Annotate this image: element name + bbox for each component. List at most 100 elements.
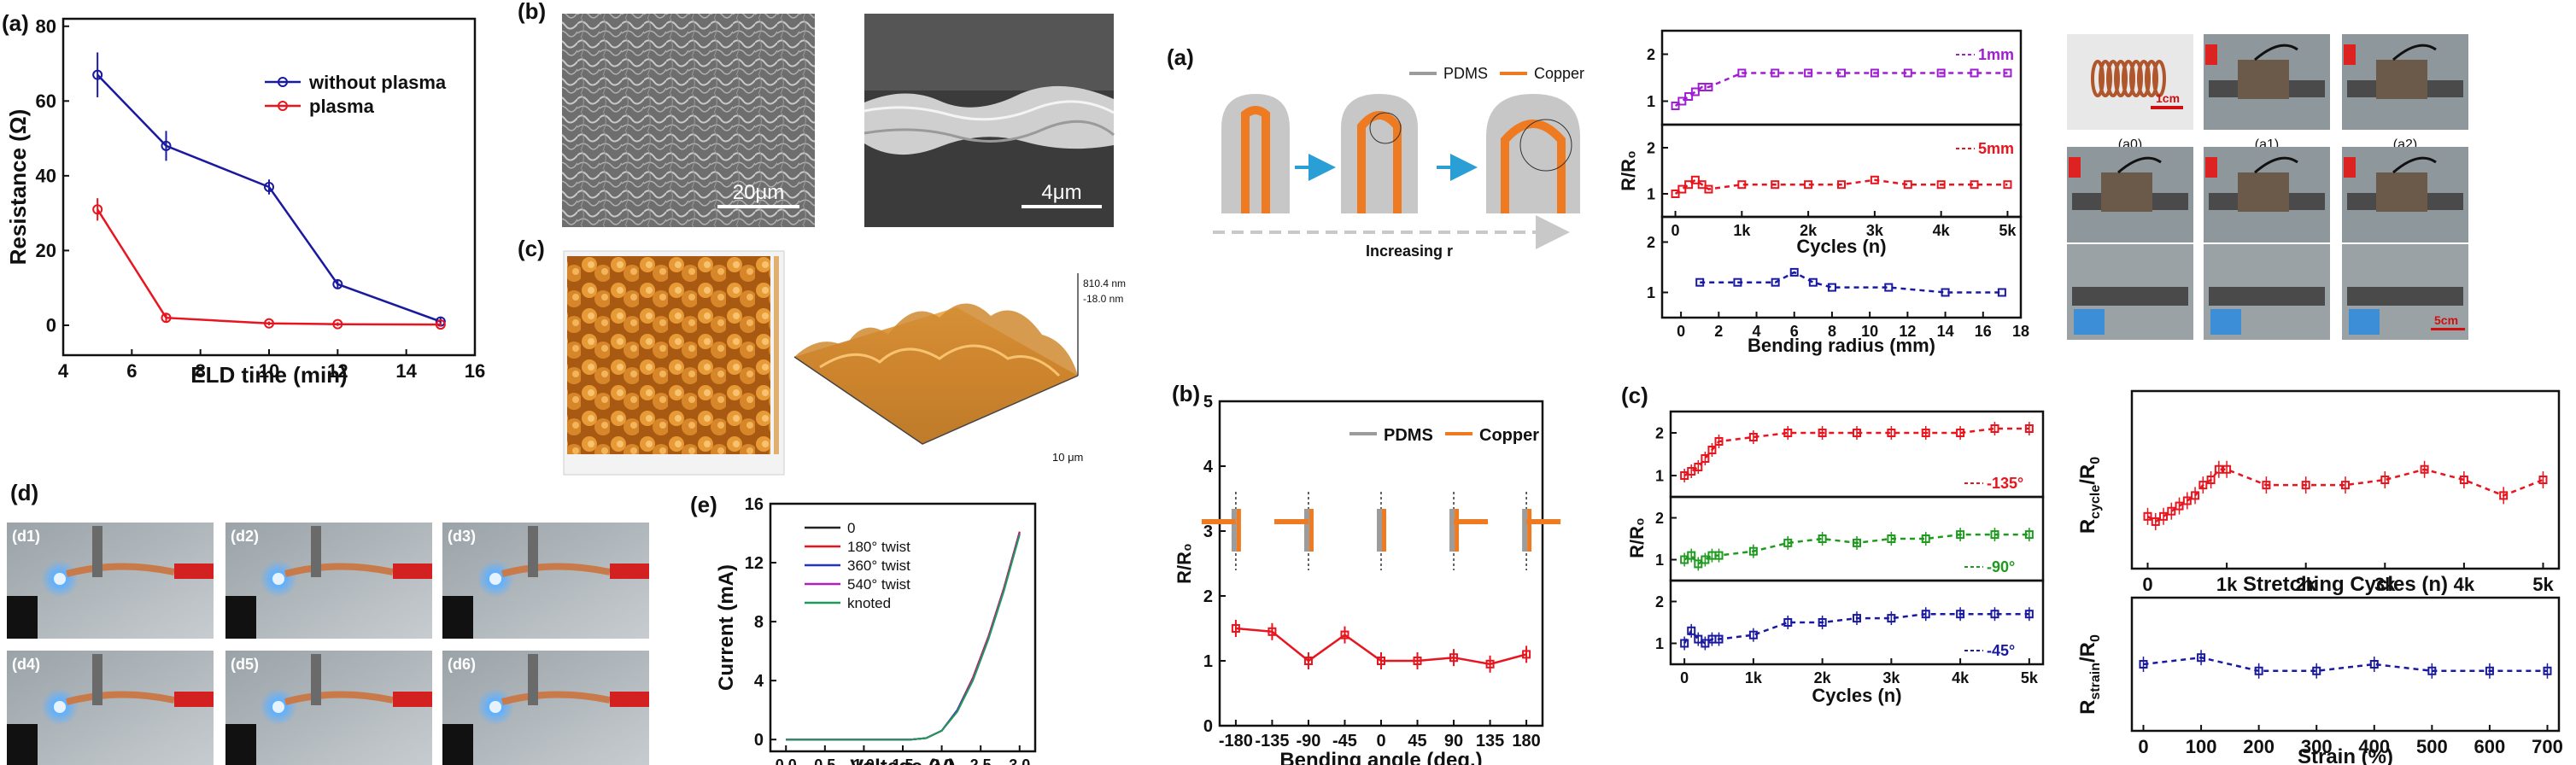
anglecycles-point (1714, 634, 1724, 644)
stretch-top-xtick-label: 0 (2142, 574, 2152, 595)
stretch-bottom-point (2543, 666, 2552, 675)
stretch-top-point (2459, 476, 2468, 484)
resistance-xtick-label: 12 (327, 360, 348, 382)
bend-radius-xtick-label: 0 (1677, 323, 1685, 340)
stretch-bottom-point (2369, 660, 2379, 669)
spring-coil (2114, 60, 2128, 97)
anglecycles-point (1853, 429, 1861, 437)
bend-series-line (1674, 72, 2008, 108)
iv-ytick-label: 4 (754, 672, 764, 691)
stretch-bottom-ylabel-main: R (2076, 700, 2099, 715)
bend-subplot-axes (1660, 29, 2023, 126)
angle-ytick-label: 5 (1203, 393, 1213, 412)
bend-radius-xtick-label: 10 (1861, 323, 1878, 340)
photo-scale-bar (2431, 328, 2465, 330)
angle-cycles-chart: 1 2 -135° 1 2 -90° 1 2 -45° 0 1k 2k 3k 4k 5k Cycles (n)… (1626, 410, 2045, 706)
iv-chart: 0.0 0.5 1.0 1.5 2.0 2.5 3.0 0 4 8 12 16 Voltage (V) C… (715, 495, 1037, 765)
rig-carriage (2376, 172, 2427, 212)
afm-2d-image (563, 250, 785, 476)
iv-ytick-label: 12 (745, 554, 764, 573)
iv-xtick-label: 1.5 (892, 756, 913, 765)
red-clip (393, 692, 432, 707)
angle-point (1231, 624, 1240, 633)
angle-xtick-label: 0 (1376, 732, 1385, 750)
led-clip-left (442, 596, 473, 639)
panel-label-e: (e) (690, 492, 717, 517)
anglecycles-ytick-label: 1 (1655, 552, 1664, 569)
stretching-chart: 0 1k 2k 3k 4k 5k Stretching Cycles (n) Rcycle/R… (2076, 389, 2563, 765)
stretch-top-xtick-label: 5k (2532, 574, 2554, 595)
stretch-top-point (2206, 476, 2216, 484)
bend-radius-ytick-label: 1 (1647, 284, 1655, 301)
bend-radius-xtick-label: 12 (1899, 323, 1916, 340)
iv-legend-label: 180° twist (847, 539, 910, 555)
bend-radius-xtick-label: 14 (1937, 323, 1954, 340)
stretch-top-point (2420, 464, 2429, 474)
bend-radius-axes (1660, 215, 2023, 319)
stretch-top-ylabel-tail: /R (2076, 464, 2099, 485)
copper-wire (501, 691, 611, 705)
resistance-legend-label: plasma (309, 96, 375, 117)
spring-coil (2145, 60, 2158, 97)
anglecycles-point (1921, 610, 1930, 619)
anglecycles-ytick-label: 1 (1655, 467, 1664, 484)
led-clip-left (225, 596, 256, 639)
resistance-ytick-label: 60 (36, 91, 56, 112)
red-clip (610, 692, 649, 707)
red-clip (174, 564, 214, 579)
angle-xtick-label: 45 (1408, 732, 1426, 750)
anglecycles-point (1687, 626, 1696, 635)
resistance-legend-label: without plasma (308, 72, 447, 93)
stretch-bottom-ylabel-tail: /R (2076, 642, 2099, 663)
angle-glyph-pdms (1377, 509, 1382, 552)
angle-glyph-arm (1526, 519, 1561, 524)
angle-point (1413, 657, 1422, 665)
bend-radius-point (1827, 283, 1836, 292)
alligator-clip (311, 654, 321, 705)
bend-radius-ytick-label: 2 (1647, 234, 1655, 251)
rig-carriage (2238, 60, 2289, 99)
bend-cycles-xtick-label: 5k (1999, 222, 2017, 239)
bend-point (1936, 180, 1946, 190)
bend-series-line (1674, 178, 2008, 196)
bend-radius-xtick-label: 2 (1714, 323, 1723, 340)
angle-glyph-pdms (1303, 509, 1309, 552)
resistance-xtick-label: 4 (58, 360, 69, 382)
anglecycles-point (1694, 463, 1703, 471)
led-bulb (272, 701, 284, 713)
iv-legend-label: knoted (847, 595, 891, 611)
anglecycles-point (1887, 429, 1896, 437)
stretch-top-point (2222, 464, 2232, 474)
panel-label-right-b: (b) (1172, 381, 1200, 406)
iv-xtick-label: 0.0 (776, 756, 797, 765)
rig-cable (2392, 44, 2437, 61)
anglecycles-point (1956, 610, 1965, 619)
angle-ytick-label: 0 (1203, 717, 1213, 736)
angle-point (1303, 657, 1313, 665)
anglecycles-point (1818, 534, 1827, 543)
stretch-bottom-point (2427, 666, 2437, 675)
anglecycles-point (1990, 610, 1999, 619)
anglecycles-point (1783, 538, 1793, 547)
bend-cycles-xtick-label: 3k (1866, 222, 1884, 239)
angle-xtick-label: 180 (1512, 732, 1540, 750)
angle-glyph-arm (1201, 519, 1236, 524)
bend-point (2003, 68, 2012, 78)
bend-cycles-xtick-label: 2k (1800, 222, 1818, 239)
anglecycles-xlabel: Cycles (n) (1812, 685, 1901, 706)
copper-wire (501, 563, 611, 577)
stretch-bottom-point (2197, 653, 2206, 663)
anglecycles-point (1956, 530, 1965, 540)
stretch-top-xtick-label: 3k (2374, 574, 2396, 595)
stretch-top-point (2499, 491, 2509, 500)
angle-ytick-label: 4 (1203, 458, 1214, 476)
anglecycles-legend-label: -135° (1987, 475, 2023, 492)
stretch-bottom-xtick-label: 100 (2186, 736, 2217, 757)
bend-point (1677, 96, 1687, 106)
spring-coil (2152, 60, 2166, 97)
rig-cable (2392, 156, 2437, 174)
rig-clip (2344, 157, 2356, 178)
stretch-bottom-point (2254, 666, 2263, 675)
iv-xtick-label: 1.0 (853, 756, 875, 765)
bend-point (1936, 68, 1946, 78)
